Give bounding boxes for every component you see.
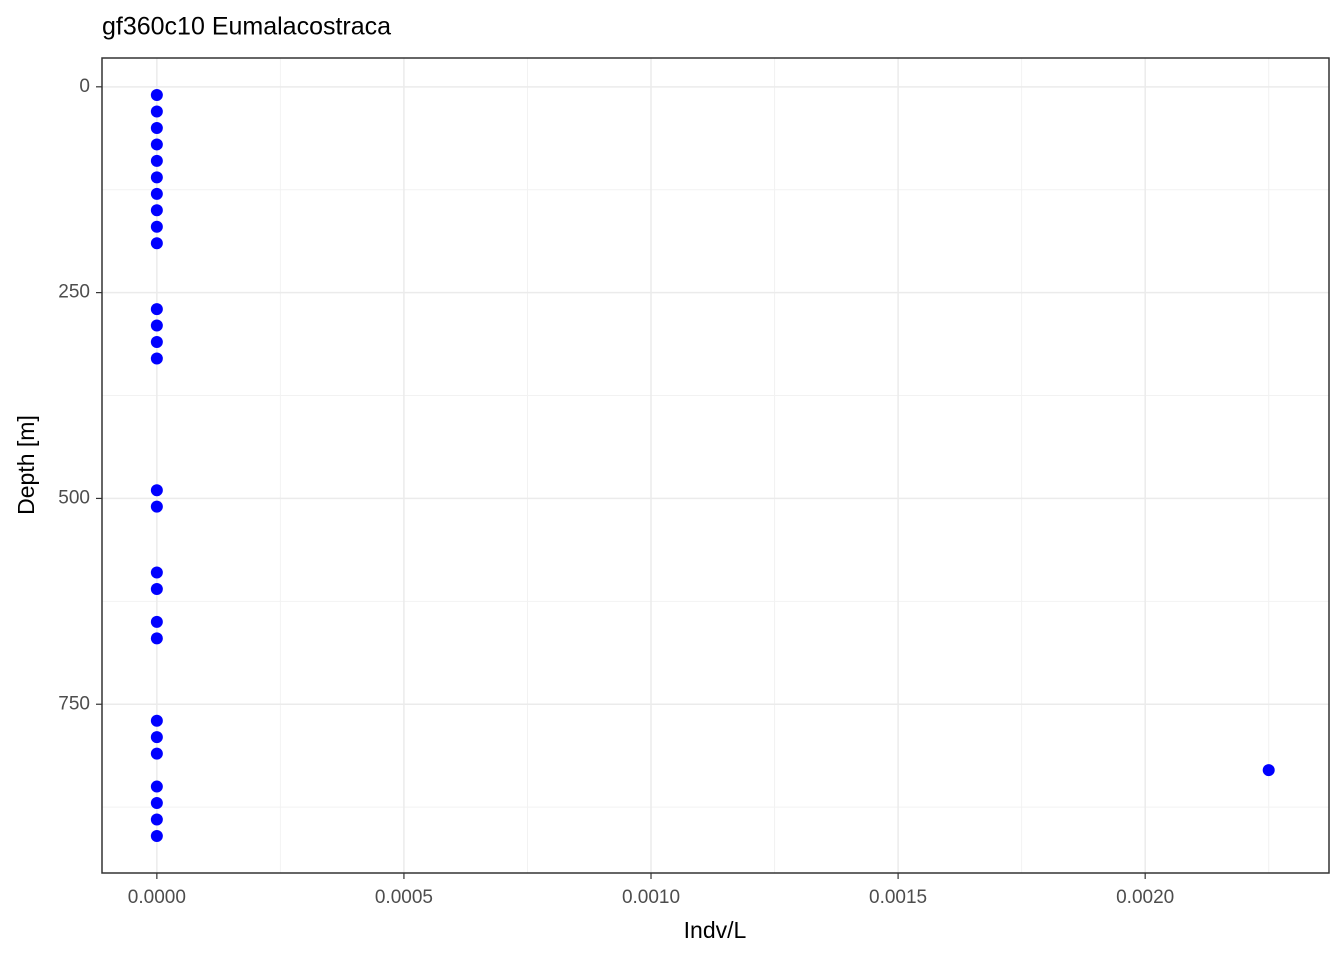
x-axis-label: Indv/L	[684, 917, 747, 943]
y-tick-label: 750	[58, 693, 90, 714]
point	[150, 582, 163, 595]
y-axis-label: Depth [m]	[13, 415, 39, 515]
y-tick-label: 500	[58, 487, 90, 508]
point	[150, 154, 163, 167]
point	[150, 187, 163, 200]
x-tick-label: 0.0000	[128, 887, 186, 908]
point	[150, 566, 163, 579]
point	[150, 714, 163, 727]
point	[150, 731, 163, 744]
point	[150, 500, 163, 513]
x-tick-label: 0.0020	[1116, 887, 1174, 908]
x-tick-label: 0.0005	[375, 887, 433, 908]
point	[150, 89, 163, 102]
point	[150, 484, 163, 497]
point	[150, 813, 163, 826]
point	[1262, 764, 1275, 777]
point	[150, 747, 163, 760]
point	[150, 121, 163, 134]
x-tick-label: 0.0015	[869, 887, 927, 908]
point	[150, 352, 163, 365]
y-tick-label: 0	[79, 76, 90, 97]
point	[150, 171, 163, 184]
point	[150, 105, 163, 118]
point	[150, 319, 163, 332]
point	[150, 829, 163, 842]
point	[150, 204, 163, 217]
point	[150, 336, 163, 349]
point	[150, 138, 163, 151]
x-tick-label: 0.0010	[622, 887, 680, 908]
panel-border	[101, 57, 1330, 874]
point	[150, 615, 163, 628]
point	[150, 237, 163, 250]
point	[150, 780, 163, 793]
point	[150, 220, 163, 233]
y-tick-label: 250	[58, 282, 90, 303]
point	[150, 303, 163, 316]
chart-title: gf360c10 Eumalacostraca	[102, 13, 391, 41]
point	[150, 632, 163, 645]
point	[150, 797, 163, 810]
